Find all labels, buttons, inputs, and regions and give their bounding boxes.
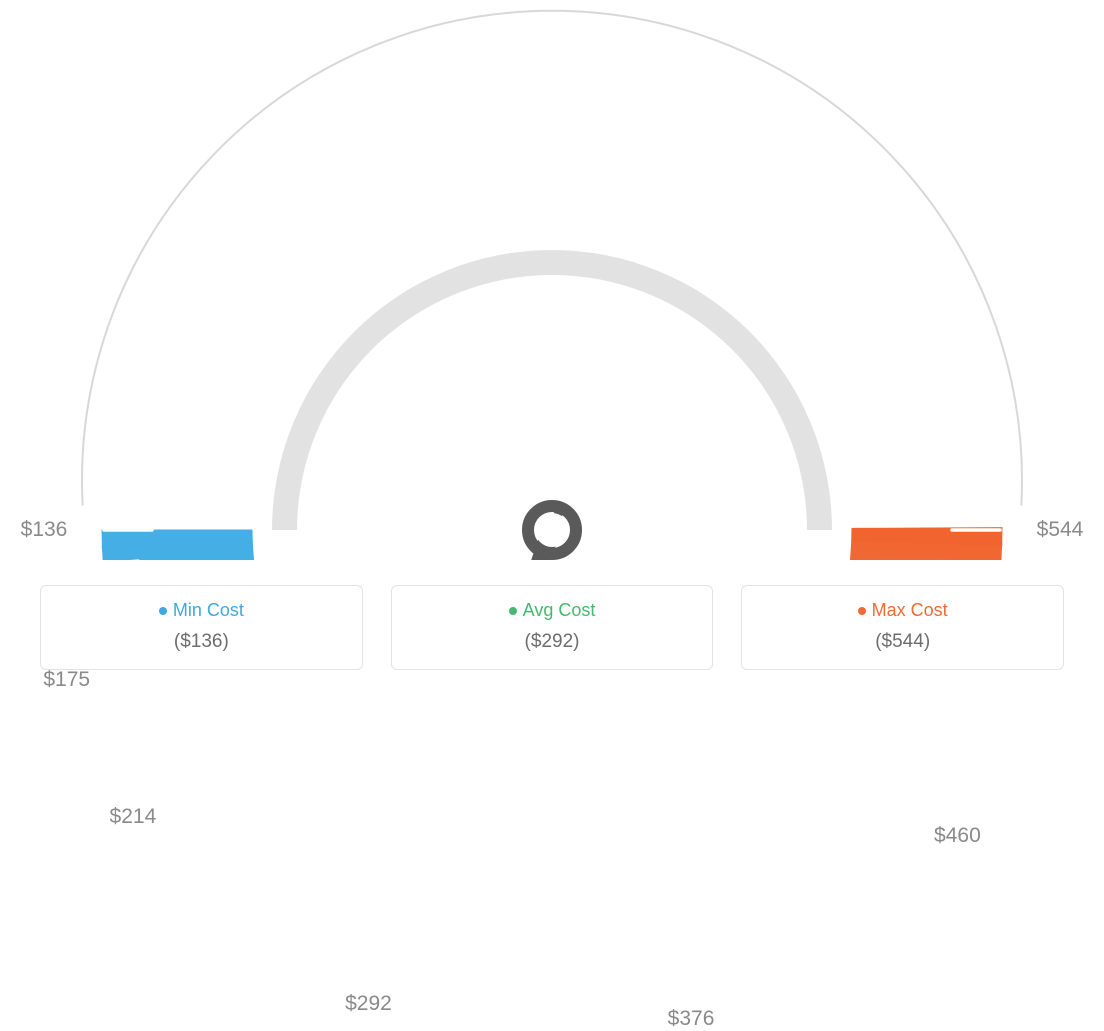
legend-max-value: ($544) [752,631,1053,653]
gauge-tick-label: $214 [110,805,157,829]
legend-max-title: Max Cost [752,600,1053,621]
legend-min-title: Min Cost [51,600,352,621]
legend-min-label: Min Cost [173,600,244,620]
gauge-tick-label: $136 [21,518,68,542]
gauge-tick-label: $175 [43,668,90,692]
legend-max-label: Max Cost [872,600,948,620]
legend-min-dot [159,607,167,615]
gauge-area: $136$175$214$292$376$460$544 [0,0,1104,560]
legend-max-dot [858,607,866,615]
legend-avg-value: ($292) [402,631,703,653]
legend-avg-dot [509,607,517,615]
gauge-tick-label: $544 [1037,518,1084,542]
gauge-tick-label: $376 [668,1007,715,1031]
gauge-tick-label: $460 [934,824,981,848]
gauge-svg [0,0,1104,560]
legend-avg-label: Avg Cost [523,600,596,620]
legend-min-value: ($136) [51,631,352,653]
legend-avg-box: Avg Cost ($292) [391,585,714,670]
gauge-chart-container: $136$175$214$292$376$460$544 Min Cost ($… [0,0,1104,690]
legend-avg-title: Avg Cost [402,600,703,621]
legend-min-box: Min Cost ($136) [40,585,363,670]
gauge-tick-label: $292 [345,992,392,1016]
legend-row: Min Cost ($136) Avg Cost ($292) Max Cost… [40,585,1064,670]
legend-max-box: Max Cost ($544) [741,585,1064,670]
